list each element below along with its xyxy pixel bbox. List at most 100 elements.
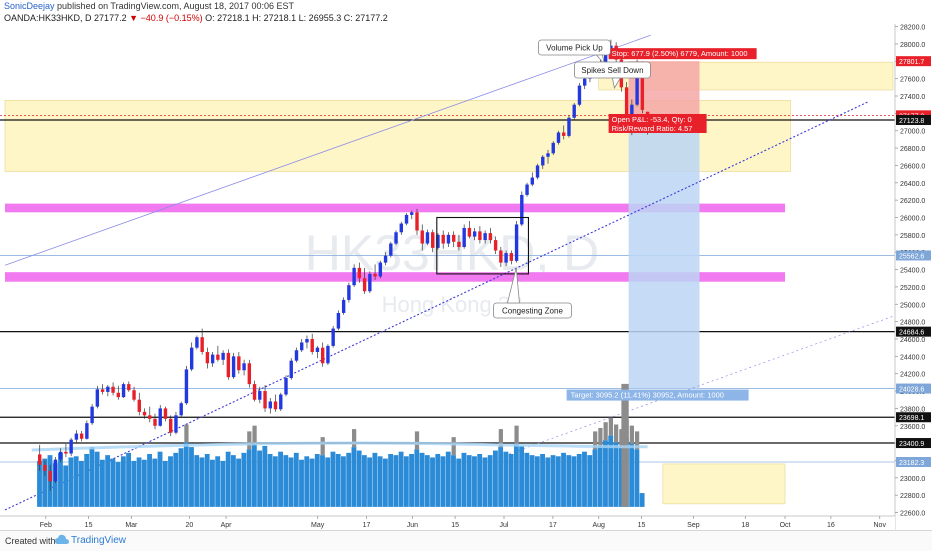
y-tick-label: 23600.0 (900, 424, 925, 431)
x-tick-label: Oct (780, 522, 791, 529)
candle-bull (336, 312, 341, 329)
volume-bar (608, 435, 614, 507)
candle-bull (368, 273, 372, 292)
volume-bar (445, 451, 451, 507)
volume-bar (89, 447, 95, 507)
candle-bear (252, 384, 257, 400)
candle-bear (420, 230, 424, 244)
volume-bar (168, 456, 173, 507)
volume-bar (382, 458, 388, 507)
volume-bar (597, 445, 603, 507)
volume-pick-up-callout-box (538, 39, 611, 56)
volume-spike (598, 427, 603, 446)
candle-bull (436, 234, 440, 248)
volume-bar (84, 453, 90, 507)
y-tick-label: 28000.0 (900, 42, 925, 49)
volume-bar (561, 452, 566, 507)
price-level-tag (896, 412, 931, 423)
volume-bar (513, 443, 519, 507)
volume-bar (251, 443, 257, 507)
candle-bear (493, 240, 498, 251)
volume-bar (309, 458, 315, 507)
volume-bar (304, 456, 310, 507)
x-tick-label: May (311, 522, 325, 529)
candle-bull (184, 369, 189, 404)
volume-average-line (31, 441, 648, 452)
price-chart[interactable]: HK33HKD, D Hong Kong 33 22600.022800.023… (0, 24, 932, 530)
volume-spike (629, 425, 634, 444)
candle-bear (640, 63, 645, 110)
candle-bull (69, 439, 73, 454)
candle-bear (127, 384, 131, 391)
volume-bar (356, 450, 362, 507)
volume-bar (524, 452, 530, 507)
candle-bear (226, 352, 231, 378)
stop-label-box (608, 48, 757, 60)
candle-bull (530, 177, 534, 185)
volume-bar (639, 493, 645, 507)
volume-bar (325, 457, 331, 507)
candle-bull (394, 232, 398, 244)
candle-bear (100, 389, 105, 392)
tradingview-cloud-icon (55, 534, 69, 544)
candle-bear (320, 347, 325, 364)
volume-spike (320, 437, 325, 456)
candle-bull (279, 394, 283, 410)
volume-bar (272, 456, 278, 507)
tradingview-brand[interactable]: TradingView (71, 535, 127, 546)
y-tick-label: 23800.0 (900, 406, 925, 413)
price-level-value: 24684.6 (899, 330, 924, 337)
volume-bar (618, 447, 624, 507)
x-tick-label: Sep (687, 522, 700, 529)
volume-bar (335, 453, 341, 507)
volume-bar (571, 456, 577, 507)
candle-bear (64, 451, 68, 454)
candle-bull (446, 234, 451, 244)
candle-bear (153, 418, 157, 426)
candle-bull (58, 451, 63, 460)
volume-bar (472, 456, 477, 507)
volume-bar (330, 451, 336, 507)
candle-bull (483, 233, 487, 241)
volume-bar (424, 455, 430, 507)
last-price: 27177.2 (94, 13, 127, 23)
candle-bull (121, 384, 126, 398)
y-tick-label: 25000.0 (900, 302, 925, 309)
candle-bull (556, 132, 561, 143)
congesting-box (436, 216, 529, 275)
volume-spike (498, 429, 503, 448)
candle-bear (38, 454, 42, 465)
volume-spike (451, 437, 456, 456)
volume-bar (147, 453, 152, 507)
candle-bull (300, 342, 304, 351)
price-level-tag (896, 114, 931, 125)
volume-bar (136, 457, 142, 507)
volume-pick-up-callout-text: Volume Pick Up (546, 44, 603, 53)
volume-bar (545, 457, 551, 507)
volume-spike (252, 425, 257, 444)
candle-bull (258, 391, 262, 400)
publisher-name[interactable]: SonicDeejay (4, 1, 55, 11)
x-tick-label: 15 (85, 522, 93, 529)
volume-bar (152, 458, 158, 507)
volume-bar (225, 451, 231, 507)
volume-bar (115, 462, 121, 507)
price-level-tag (896, 457, 931, 468)
stop-label: Stop: 677.9 (2.50%) 6779, Amount: 1000 (612, 49, 748, 58)
volume-bar (592, 449, 598, 507)
y-tick-label: 26800.0 (900, 146, 925, 153)
volume-bar (582, 451, 587, 507)
y-tick-label: 23000.0 (900, 476, 925, 483)
y-tick-label: 25400.0 (900, 268, 925, 275)
volume-bar (183, 442, 189, 507)
candle-bull (535, 165, 540, 178)
footer-bar: Created with TradingView (0, 530, 932, 551)
volume-bar (487, 455, 493, 507)
candle-bear (205, 352, 210, 364)
candle-bear (488, 233, 493, 241)
x-tick-label: Nov (874, 522, 887, 529)
volume-spike (352, 429, 357, 448)
candle-bear (441, 234, 445, 244)
volume-bar (189, 447, 194, 507)
volume-bar (299, 459, 304, 507)
